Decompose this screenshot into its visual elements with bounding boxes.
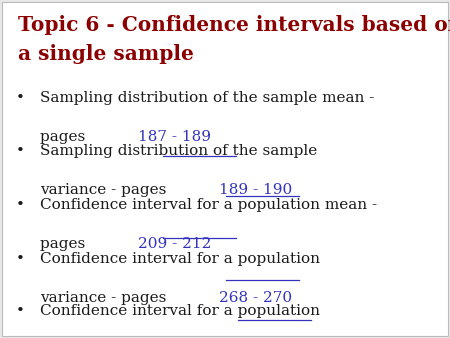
- Text: 189 - 190: 189 - 190: [219, 183, 292, 196]
- Text: Sampling distribution of the sample: Sampling distribution of the sample: [40, 144, 318, 158]
- Text: Confidence interval for a population: Confidence interval for a population: [40, 252, 320, 266]
- Text: pages: pages: [40, 237, 90, 250]
- Text: •: •: [16, 252, 25, 266]
- Text: Topic 6 - Confidence intervals based on: Topic 6 - Confidence intervals based on: [18, 15, 450, 35]
- Text: variance - pages: variance - pages: [40, 183, 172, 196]
- Text: pages: pages: [40, 130, 90, 144]
- Text: •: •: [16, 144, 25, 158]
- Text: •: •: [16, 198, 25, 212]
- Text: •: •: [16, 91, 25, 105]
- Text: Sampling distribution of the sample mean -: Sampling distribution of the sample mean…: [40, 91, 375, 105]
- Text: 209 - 212: 209 - 212: [138, 237, 211, 250]
- Text: a single sample: a single sample: [18, 44, 194, 64]
- FancyBboxPatch shape: [2, 2, 448, 336]
- Text: 187 - 189: 187 - 189: [138, 130, 211, 144]
- Text: Confidence interval for a population: Confidence interval for a population: [40, 304, 320, 318]
- Text: Confidence interval for a population mean -: Confidence interval for a population mea…: [40, 198, 378, 212]
- Text: 268 - 270: 268 - 270: [219, 291, 292, 305]
- Text: •: •: [16, 304, 25, 318]
- Text: variance - pages: variance - pages: [40, 291, 172, 305]
